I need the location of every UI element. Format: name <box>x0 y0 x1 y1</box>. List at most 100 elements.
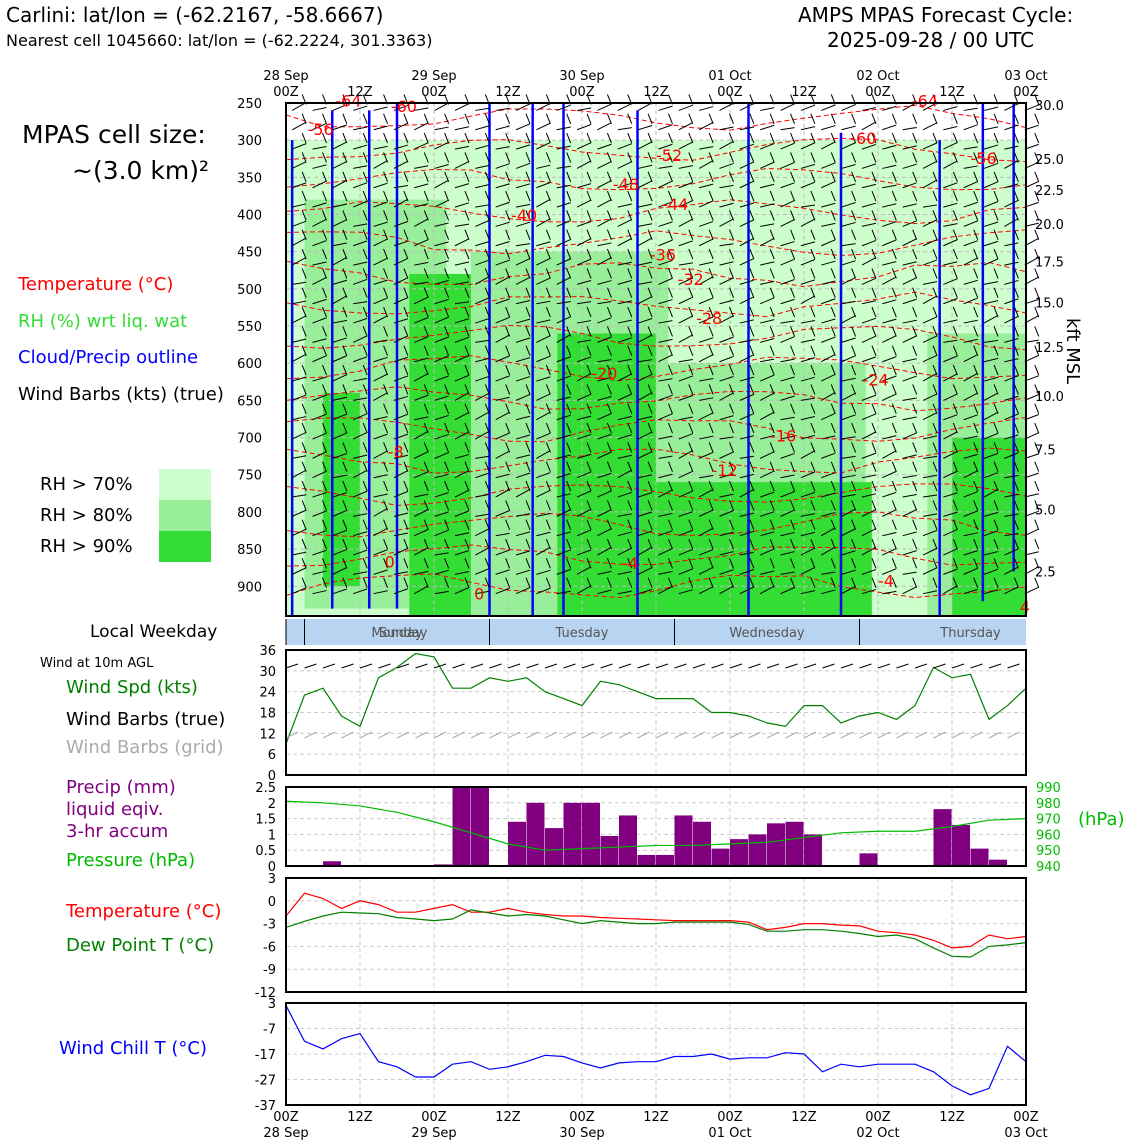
wind-barb <box>576 500 592 517</box>
wind-barb-flag <box>566 500 572 511</box>
wind-barb-shaft <box>393 104 409 111</box>
wind-barb <box>1024 113 1040 131</box>
wind-barb-flag <box>545 480 551 492</box>
wind-barb <box>1004 403 1019 421</box>
wind-barb <box>454 345 470 363</box>
surface-barb-grid <box>396 731 410 739</box>
wind-barb-flag <box>891 384 897 395</box>
wind-barb-flag <box>464 171 470 182</box>
wind-barb-flag <box>708 442 714 453</box>
wind-barb-shaft <box>475 297 490 305</box>
wind-barb-flag <box>606 326 612 337</box>
wind-barb-shaft <box>576 372 592 382</box>
wind-barb-shaft <box>1004 145 1019 150</box>
wind-barb-flag <box>647 210 653 221</box>
wind-barb-flag <box>423 519 429 530</box>
wind-barb <box>454 364 470 382</box>
wind-barb <box>414 210 429 227</box>
pressure-tick-7: 600 <box>237 357 262 372</box>
temperature-contour-15 <box>285 573 1027 599</box>
wind-barb-shaft <box>434 529 449 537</box>
wind-barb-flag <box>688 500 694 511</box>
panel5-ytick-1: -27 <box>255 1074 276 1089</box>
wind-barb-shaft <box>780 395 795 401</box>
wind-barb-shaft <box>800 513 816 517</box>
wind-barb-flag <box>912 210 918 221</box>
wind-barb-shaft <box>760 511 775 517</box>
wind-barb-shaft <box>373 433 388 440</box>
wind-barb-shaft <box>922 160 938 169</box>
wind-barb-shaft <box>454 411 470 421</box>
wind-barb-flag <box>912 345 918 356</box>
wind-barb-flag <box>769 364 775 376</box>
wind-barb-flag <box>790 364 796 376</box>
wind-barb <box>556 229 572 247</box>
wind-barb-flag <box>871 152 877 163</box>
wind-barb-shaft <box>556 126 571 131</box>
wind-barb-shaft <box>332 319 347 324</box>
wind-barb <box>1004 577 1019 595</box>
wind-barb-shaft <box>393 588 409 595</box>
surface-barb-true <box>359 663 373 669</box>
surface-barb-grid <box>970 731 983 739</box>
wind-barb-flag <box>1013 287 1019 298</box>
wind-barb <box>373 558 389 575</box>
wind-barb <box>922 152 938 169</box>
wind-barb <box>698 442 714 459</box>
wind-barb-flag <box>871 229 877 240</box>
wind-barb-shaft <box>841 315 856 324</box>
wind-barb-shaft <box>312 590 327 595</box>
wind-barb <box>658 94 673 111</box>
wind-barb-flag <box>525 558 531 569</box>
wind-barb-shaft <box>454 470 470 479</box>
wind-barb-flag <box>505 326 511 337</box>
wind-barb <box>434 132 450 150</box>
wind-barb <box>353 287 368 305</box>
wind-barb-shaft <box>943 450 958 459</box>
wind-barb-flag <box>423 94 429 105</box>
wind-barb-shaft <box>475 547 490 556</box>
wind-barb-shaft <box>393 240 409 247</box>
wind-barb-flag <box>871 171 877 182</box>
wind-barb <box>760 210 775 227</box>
wind-barb <box>1004 364 1019 382</box>
wind-barb-shaft <box>861 569 877 575</box>
wind-barb-flag <box>606 94 612 105</box>
wind-barb <box>1024 364 1040 382</box>
wind-barb-shaft <box>1024 143 1039 150</box>
wind-barb <box>882 403 897 421</box>
wind-barb-flag <box>464 577 470 588</box>
wind-barb <box>312 210 327 227</box>
wind-barb-flag <box>505 558 511 569</box>
wind-barb-flag <box>545 422 551 434</box>
wind-barb-flag <box>362 171 368 182</box>
surface-barb-true <box>692 663 706 669</box>
wind-barb-shaft <box>719 585 734 595</box>
wind-barb-shaft <box>902 319 917 324</box>
wind-barb-flag <box>362 94 368 105</box>
wind-barb-flag <box>851 538 857 550</box>
wind-barb <box>475 558 490 575</box>
wind-barb-flag <box>362 461 368 472</box>
wind-barb-flag <box>993 558 999 569</box>
wind-barb-flag <box>688 113 694 124</box>
wind-barb-shaft <box>698 566 714 575</box>
wind-barb-flag <box>627 519 633 530</box>
wind-barb <box>332 364 348 382</box>
wind-barb-shaft <box>719 493 734 498</box>
wind-barb-shaft <box>475 513 490 517</box>
wind-barb-flag <box>1013 422 1019 434</box>
wind-barb-flag <box>1034 229 1040 240</box>
wind-barb-flag <box>830 500 836 511</box>
wind-barb-shaft <box>312 202 327 208</box>
wind-barb-shaft <box>821 546 836 556</box>
wind-barb <box>1004 461 1019 479</box>
wind-barb-shaft <box>678 490 694 498</box>
wind-barb-shaft <box>556 239 571 247</box>
wind-barb-shaft <box>943 319 958 324</box>
wind-barb-flag <box>383 113 389 124</box>
wind-barb <box>454 500 470 517</box>
wind-barb <box>495 229 511 247</box>
wind-barb-flag <box>403 94 409 105</box>
wind-barb-shaft <box>536 198 551 208</box>
